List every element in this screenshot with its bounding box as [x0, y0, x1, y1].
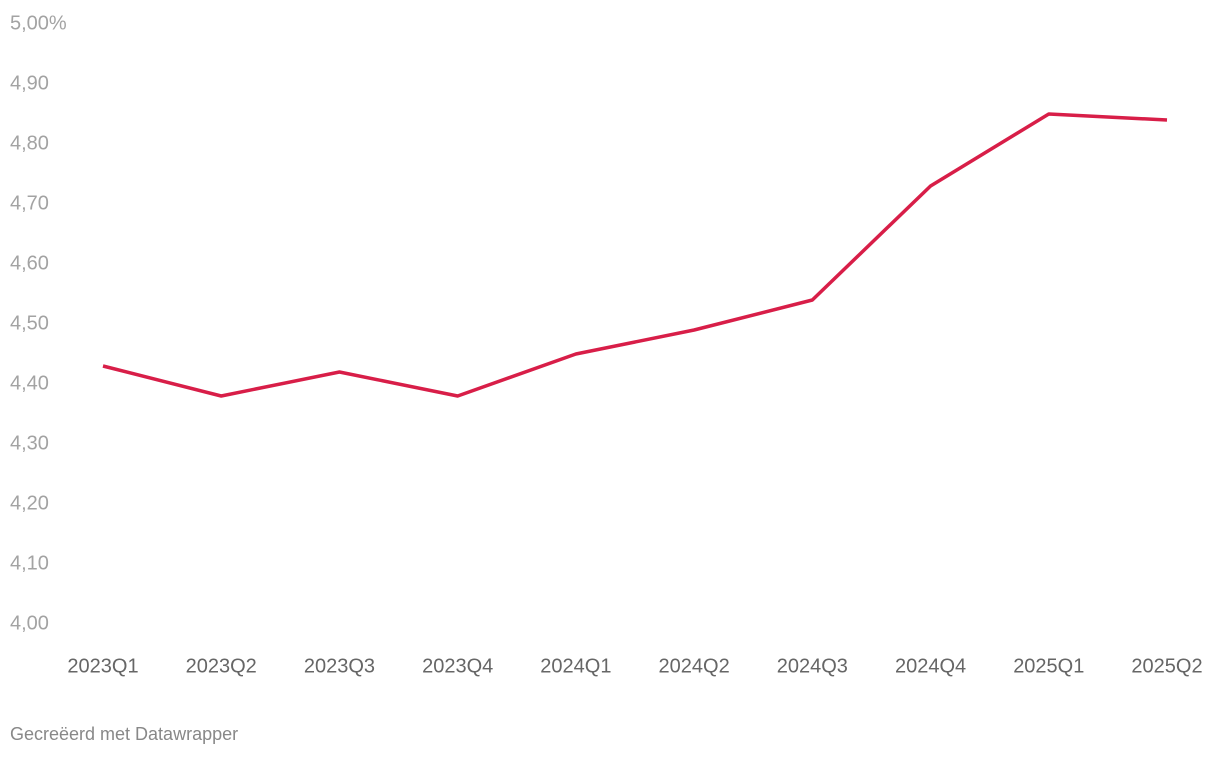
- y-tick-label: 4,00: [10, 612, 49, 634]
- y-tick-label: 4,80: [10, 132, 49, 154]
- x-tick-label: 2025Q2: [1131, 655, 1202, 677]
- x-tick-label: 2023Q2: [186, 655, 257, 677]
- y-tick-label: 4,90: [10, 72, 49, 94]
- y-tick-label: 4,30: [10, 432, 49, 454]
- x-tick-label: 2023Q3: [304, 655, 375, 677]
- y-tick-label: 4,60: [10, 252, 49, 274]
- credit: Gecreëerd met Datawrapper: [10, 724, 238, 744]
- y-tick-label: 4,20: [10, 492, 49, 514]
- x-tick-label: 2023Q1: [67, 655, 138, 677]
- y-tick-label: 4,10: [10, 552, 49, 574]
- x-tick-label: 2023Q4: [422, 655, 493, 677]
- y-tick-label: 5,00%: [10, 12, 67, 34]
- x-tick-label: 2024Q2: [659, 655, 730, 677]
- line: [102, 112, 1168, 398]
- y-tick-label: 4,50: [10, 312, 49, 334]
- x-tick-label: 2025Q1: [1013, 655, 1084, 677]
- x-tick-label: 2024Q4: [895, 655, 966, 677]
- y-tick-label: 4,70: [10, 192, 49, 214]
- x-tick-label: 2024Q1: [540, 655, 611, 677]
- x-tick-label: 2024Q3: [777, 655, 848, 677]
- y-tick-label: 4,40: [10, 372, 49, 394]
